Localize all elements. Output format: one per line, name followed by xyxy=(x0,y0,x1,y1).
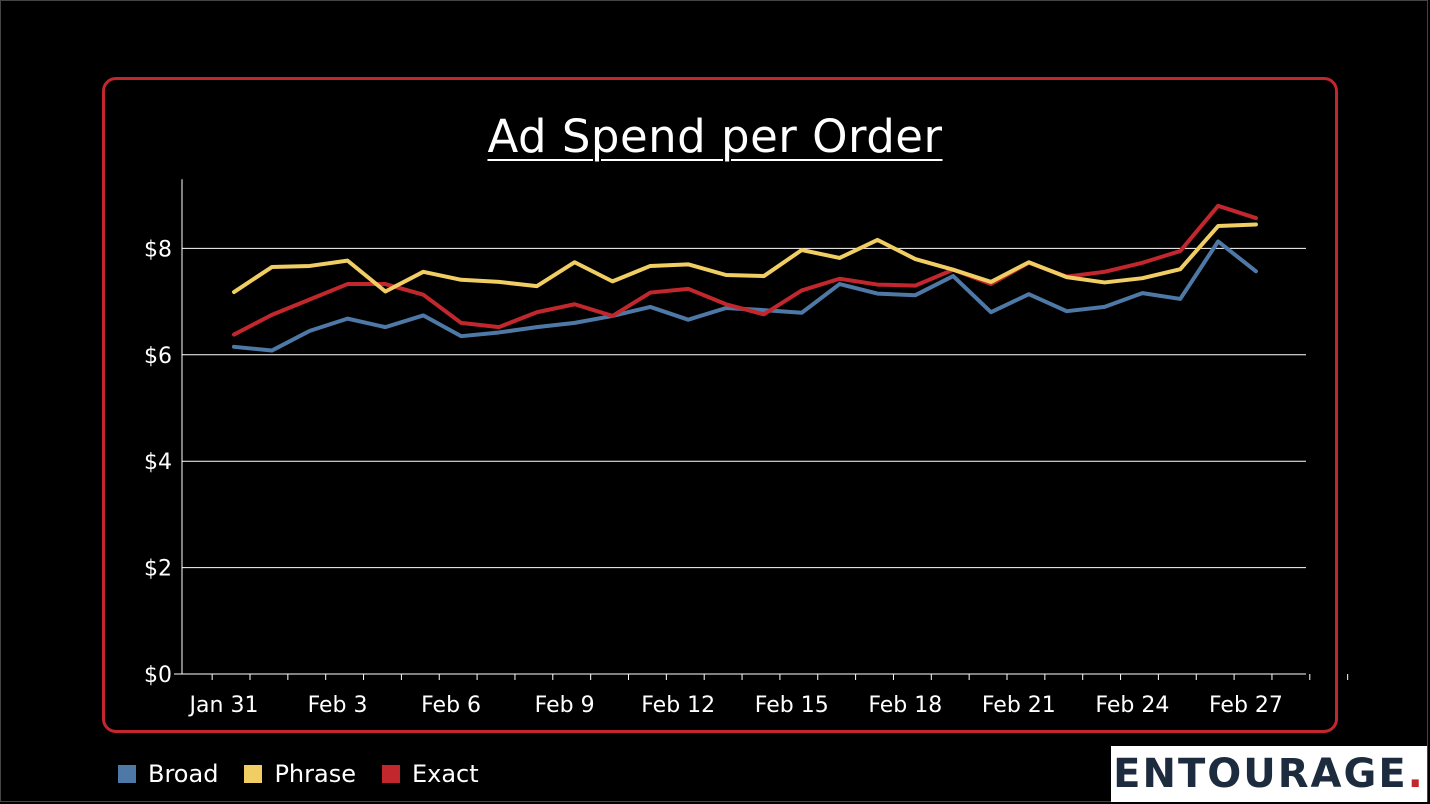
brand-name: ENTOURAGE xyxy=(1113,751,1408,797)
legend-label-exact: Exact xyxy=(411,760,479,788)
brand-logo-text: ENTOURAGE. xyxy=(1113,751,1425,797)
y-tick-label: $4 xyxy=(144,450,172,475)
x-tick-label: Feb 27 xyxy=(1209,693,1283,718)
brand-dot: . xyxy=(1407,751,1425,797)
legend-item-exact[interactable]: Exact xyxy=(381,760,479,788)
series-line-exact xyxy=(232,203,1258,337)
y-tick-label: $0 xyxy=(144,663,172,688)
legend-label-phrase: Phrase xyxy=(274,760,356,788)
legend: Broad Phrase Exact xyxy=(118,760,505,788)
legend-item-broad[interactable]: Broad xyxy=(118,760,218,788)
series-line-broad xyxy=(232,239,1258,353)
x-tick-label: Feb 9 xyxy=(535,693,595,718)
series-line-phrase xyxy=(232,222,1258,295)
x-tick-label: Feb 12 xyxy=(641,693,715,718)
legend-swatch-exact xyxy=(381,765,400,783)
legend-label-broad: Broad xyxy=(148,760,219,788)
x-tick-label: Feb 3 xyxy=(308,693,368,718)
y-tick-label: $8 xyxy=(144,237,172,262)
y-tick-label: $6 xyxy=(144,344,172,369)
chart-title: Ad Spend per Order xyxy=(487,110,943,163)
brand-logo: ENTOURAGE. xyxy=(1111,746,1427,802)
x-tick-label: Feb 18 xyxy=(868,693,942,718)
legend-swatch-broad xyxy=(118,765,136,783)
x-tick-label: Feb 15 xyxy=(755,693,829,718)
x-tick-label: Jan 31 xyxy=(188,693,259,718)
legend-swatch-phrase xyxy=(244,765,263,783)
legend-item-phrase[interactable]: Phrase xyxy=(244,760,356,788)
x-tick-label: Feb 6 xyxy=(421,693,481,718)
x-tick-label: Feb 21 xyxy=(982,693,1056,718)
x-tick-label: Feb 24 xyxy=(1095,693,1169,718)
chart-card xyxy=(102,77,1338,733)
y-tick-label: $2 xyxy=(144,557,172,582)
